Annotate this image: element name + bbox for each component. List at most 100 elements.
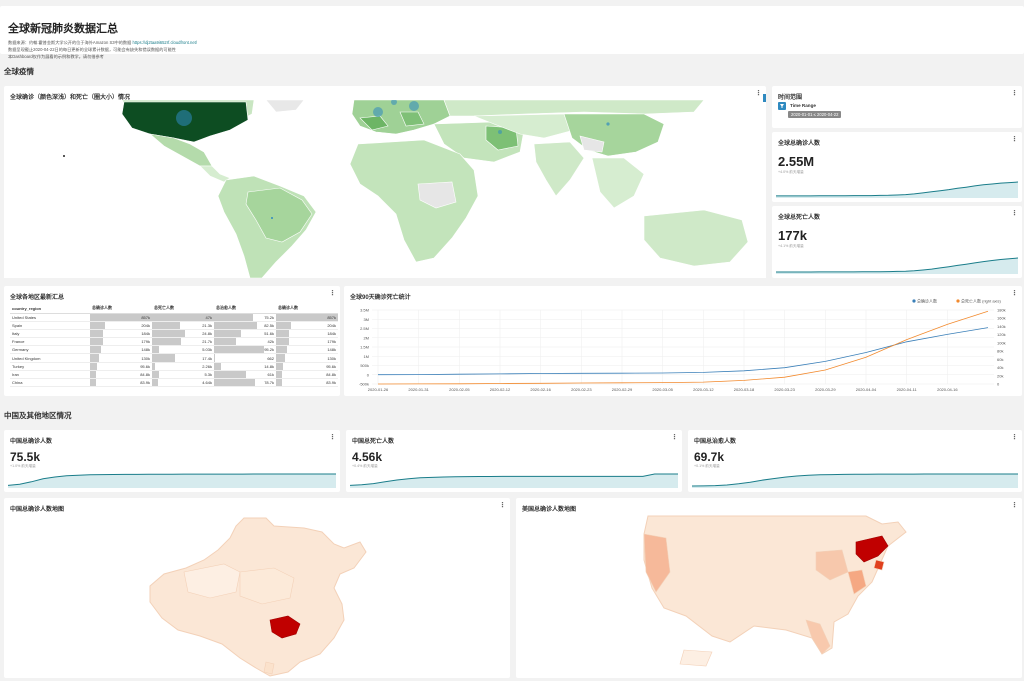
country-cell: Turkey	[10, 362, 90, 371]
country-cell: France	[10, 337, 90, 347]
value-cell: 184k	[90, 329, 152, 339]
column-header[interactable]: 总死亡人数	[152, 304, 214, 314]
cell-bar	[276, 354, 286, 362]
value-cell: 4.64k	[152, 378, 214, 388]
value-cell: 51.6k	[214, 329, 276, 339]
kpi-global-confirmed-card: 全球总确诊人数 ⋮ 2.55M +4.0% 前天增量	[772, 132, 1022, 202]
more-options-icon[interactable]: ⋮	[1011, 502, 1018, 509]
section-title-china-other: 中国及其他地区情况	[4, 411, 72, 420]
cell-value: 75.2k	[264, 314, 274, 320]
cell-bar	[90, 329, 104, 338]
data-source-link[interactable]: https://dj2taa9i652rf.cloudfront.net/	[132, 40, 197, 45]
more-options-icon[interactable]: ⋮	[1011, 136, 1018, 143]
x-tick-label: 2020-03-12	[693, 387, 714, 392]
more-options-icon[interactable]: ⋮	[1011, 434, 1018, 441]
cell-value: 4.64k	[202, 380, 212, 386]
x-tick-label: 2020-03-05	[652, 387, 673, 392]
x-tick-label: 2020-02-12	[490, 387, 511, 392]
country-cell: Iran	[10, 370, 90, 380]
cell-bar	[152, 362, 156, 370]
more-options-icon[interactable]: ⋮	[755, 90, 762, 97]
cell-bar	[214, 346, 264, 354]
cell-bar	[214, 329, 241, 338]
trend-line-chart[interactable]: 总确诊人数 总死亡人数 (right axis) 3.5M 3M 2.5M 2M 1.5M 1…	[344, 296, 1022, 396]
china-choropleth-map[interactable]	[4, 512, 510, 678]
cell-bar	[90, 362, 97, 370]
time-range-value-chip[interactable]: 2020-01-01 ≤ 2020-04-22	[788, 111, 842, 118]
value-cell: 2.26k	[152, 362, 214, 371]
sparkline-line	[8, 473, 336, 486]
legend-marker	[912, 299, 916, 303]
column-header[interactable]: 总确诊人数	[90, 304, 152, 314]
china-map-title: 中国总确诊人数地图	[10, 507, 65, 513]
value-cell: 662	[214, 353, 276, 363]
table-row[interactable]: Spain 204k 21.3k 82.5k 204k	[10, 321, 338, 330]
country-name: France	[12, 339, 25, 345]
column-header[interactable]: country_region	[10, 304, 90, 314]
map-region-africa	[349, 139, 479, 263]
cell-bar	[276, 362, 283, 370]
world-map[interactable]	[4, 100, 766, 278]
cell-bar	[276, 313, 338, 321]
value-cell: 61k	[214, 370, 276, 380]
value-cell: 95.6k	[90, 362, 152, 371]
value-cell: 95.6k	[276, 362, 338, 371]
value-cell: 21.3k	[152, 321, 214, 330]
value-cell: 75.2k	[214, 313, 276, 322]
series-line-confirmed	[377, 327, 989, 376]
table-row[interactable]: China 83.9k 4.64k 78.7k 83.9k	[10, 378, 338, 388]
cell-value: 2.26k	[202, 363, 212, 369]
more-options-icon[interactable]: ⋮	[671, 434, 678, 441]
value-cell: 179k	[90, 337, 152, 347]
more-options-icon[interactable]: ⋮	[329, 290, 336, 297]
table-row[interactable]: Italy 184k 24.8k 51.6k 184k	[10, 329, 338, 339]
table-row[interactable]: United Kingdom 130k 17.4k 662 130k	[10, 353, 338, 363]
x-tick-label: 2020-02-23	[571, 387, 592, 392]
x-tick-label: 2020-02-05	[449, 387, 470, 392]
kpi-title: 中国总确诊人数	[10, 439, 53, 445]
country-name: China	[12, 380, 23, 386]
map-region-russia	[443, 100, 705, 117]
desc-line2: 数据呈现截止2020-04-22日的每日更新的全球累计数据，可能会有缺失和错误数…	[8, 47, 176, 52]
y-right-tick-label: 100k	[997, 340, 1006, 345]
trend-chart-title: 全球90天确诊死亡统计	[350, 295, 411, 301]
kpi-sparkline	[776, 181, 1018, 198]
more-options-icon[interactable]: ⋮	[1011, 290, 1018, 297]
table-row[interactable]: United States 857k 47k 75.2k 857k	[10, 313, 338, 322]
cell-bar	[214, 321, 257, 329]
value-cell: 130k	[90, 353, 152, 363]
table-row[interactable]: Iran 84.8k 5.3k 61k 84.8k	[10, 370, 338, 380]
table-row[interactable]: Turkey 95.6k 2.26k 14.8k 95.6k	[10, 362, 338, 371]
dashboard-header: 全球新冠肺炎数据汇总 数据来源：约翰.霍普金斯大学公开的位于海外Amazon S…	[0, 6, 1024, 59]
country-name: Turkey	[12, 363, 25, 369]
cell-bar	[214, 338, 236, 346]
more-options-icon[interactable]: ⋮	[499, 502, 506, 509]
kpi-sparkline	[350, 473, 678, 488]
sparkline-area	[692, 474, 1018, 488]
more-options-icon[interactable]: ⋮	[1011, 210, 1018, 217]
table-row[interactable]: France 179k 21.7k 42k 179k	[10, 337, 338, 347]
column-header[interactable]: 总治愈人数	[214, 304, 276, 314]
y-left-tick-label: 1.5M	[360, 345, 369, 350]
kpi-note: +4.0% 前天增量	[778, 170, 804, 174]
y-right-tick-label: 60k	[997, 357, 1003, 362]
region-table-title: 全球各地区最新汇总	[10, 295, 65, 301]
value-cell: 857k	[276, 313, 338, 322]
more-options-icon[interactable]: ⋮	[329, 434, 336, 441]
cell-bar	[90, 379, 97, 387]
y-left-tick-label: 3.5M	[360, 308, 369, 313]
cell-bar	[276, 379, 283, 387]
us-map-card: 美国总确诊人数地图 ⋮	[516, 498, 1022, 678]
column-header[interactable]: 总确诊人数	[276, 304, 338, 314]
kpi-china-deaths-card: 中国总死亡人数 ⋮ 4.56k +0.4% 前天增量	[346, 430, 682, 492]
us-choropleth-map[interactable]	[516, 512, 1022, 678]
country-cell: China	[10, 378, 90, 388]
country-name: Italy	[12, 330, 20, 336]
cell-bar	[152, 346, 159, 354]
more-options-icon[interactable]: ⋮	[1011, 90, 1018, 97]
x-tick-label: 2020-03-18	[734, 387, 755, 392]
cell-bar	[152, 329, 185, 338]
table-row[interactable]: Germany 148k 5.03k 95.2k 148k	[10, 345, 338, 355]
country-name: Iran	[12, 371, 19, 377]
cell-value: 179k	[141, 339, 150, 345]
